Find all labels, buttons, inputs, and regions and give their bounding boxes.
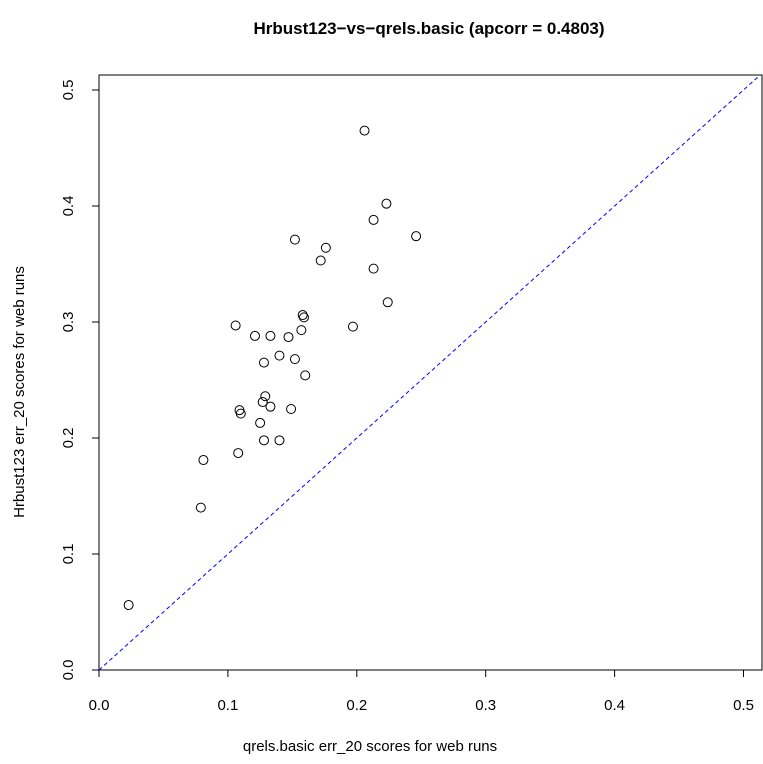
data-point — [258, 357, 269, 368]
data-point — [274, 350, 285, 361]
y-tick-label: 0.1 — [60, 544, 77, 565]
data-point — [286, 404, 297, 414]
data-point — [382, 297, 393, 308]
data-point — [195, 502, 206, 513]
x-tick-label: 0.1 — [217, 697, 238, 714]
data-point — [298, 312, 309, 323]
data-point — [320, 242, 331, 253]
x-tick-label: 0.2 — [346, 697, 367, 714]
data-point — [257, 397, 268, 408]
data-point — [255, 417, 266, 428]
y-axis: 0.0 0.1 0.2 0.3 0.4 0.5 — [60, 80, 100, 681]
data-point — [235, 408, 246, 419]
data-point — [381, 198, 392, 209]
data-point — [265, 401, 276, 412]
y-tick-label: 0.3 — [60, 312, 77, 333]
x-axis: 0.0 0.1 0.2 0.3 0.4 0.5 — [89, 669, 754, 714]
x-axis-label: qrels.basic err_20 scores for web runs — [243, 738, 497, 755]
data-point — [249, 330, 260, 341]
x-tick-label: 0.5 — [733, 697, 754, 714]
data-point — [315, 255, 326, 266]
x-tick-label: 0.3 — [475, 697, 496, 714]
chart-title: Hrbust123−vs−qrels.basic (apcorr = 0.480… — [253, 19, 604, 38]
data-points — [123, 125, 422, 611]
data-point — [265, 330, 276, 341]
y-tick-label: 0.5 — [60, 80, 77, 101]
data-point — [289, 234, 300, 245]
data-point — [359, 125, 370, 136]
data-point — [368, 263, 379, 274]
data-point — [296, 325, 307, 336]
data-point — [347, 321, 358, 332]
data-point — [233, 448, 244, 459]
y-axis-label: Hrbust123 err_20 scores for web runs — [11, 266, 28, 518]
y-tick-label: 0.4 — [60, 196, 77, 217]
data-point — [289, 354, 300, 365]
data-point — [258, 435, 269, 446]
data-point — [297, 310, 308, 321]
x-tick-label: 0.4 — [604, 697, 625, 714]
y-tick-label: 0.2 — [60, 428, 77, 449]
x-tick-label: 0.0 — [89, 697, 110, 714]
data-point — [368, 214, 379, 225]
data-point — [274, 435, 285, 446]
data-point — [283, 332, 294, 343]
data-point — [230, 320, 241, 331]
data-point — [300, 370, 311, 381]
reference-line-y-equals-x — [98, 74, 761, 671]
data-point — [198, 455, 209, 466]
data-point — [260, 391, 271, 402]
y-tick-label: 0.0 — [60, 660, 77, 681]
data-point — [123, 600, 134, 611]
data-point — [411, 231, 422, 242]
